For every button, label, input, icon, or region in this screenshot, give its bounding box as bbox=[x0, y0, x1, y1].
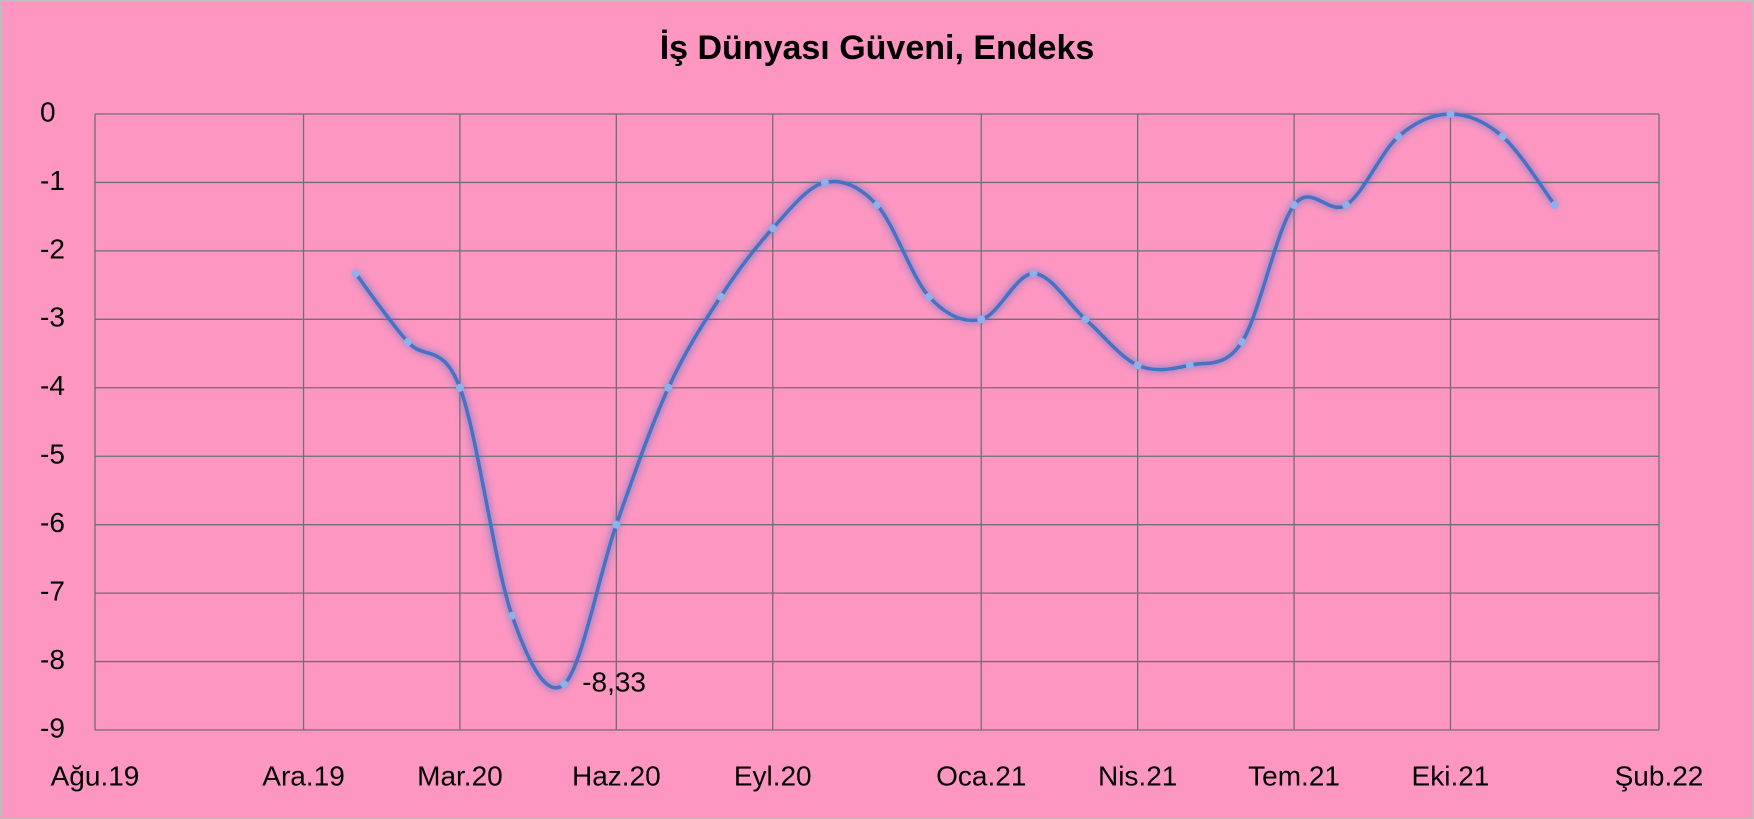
y-tick-label: -8 bbox=[40, 644, 65, 675]
marker bbox=[1185, 361, 1194, 370]
x-tick-label: Haz.20 bbox=[572, 760, 661, 791]
marker bbox=[820, 178, 829, 187]
marker bbox=[508, 611, 517, 620]
x-tick-label: Nis.21 bbox=[1098, 760, 1177, 791]
y-tick-label: -7 bbox=[40, 576, 65, 607]
chart-title: İş Dünyası Güveni, Endeks bbox=[660, 29, 1095, 67]
marker bbox=[403, 337, 412, 346]
marker bbox=[1394, 132, 1403, 141]
y-tick-label: -3 bbox=[40, 302, 65, 333]
marker bbox=[716, 292, 725, 301]
y-tick-label: -1 bbox=[40, 165, 65, 196]
marker bbox=[1081, 315, 1090, 324]
marker bbox=[1290, 201, 1299, 210]
x-tick-label: Şub.22 bbox=[1615, 760, 1704, 791]
x-tick-label: Oca.21 bbox=[936, 760, 1026, 791]
x-tick-label: Eyl.20 bbox=[734, 760, 812, 791]
marker bbox=[612, 520, 621, 529]
y-tick-label: -9 bbox=[40, 712, 65, 743]
marker bbox=[977, 315, 986, 324]
marker bbox=[1446, 110, 1455, 118]
x-tick-label: Eki.21 bbox=[1412, 760, 1490, 791]
line bbox=[354, 112, 1557, 690]
marker bbox=[873, 201, 881, 210]
marker bbox=[351, 269, 360, 278]
x-tick-label: Ara.19 bbox=[262, 760, 345, 791]
marker bbox=[1237, 337, 1246, 346]
y-tick-label: -5 bbox=[40, 439, 65, 470]
y-tick-label: -6 bbox=[40, 507, 65, 538]
x-tick-label: Tem.21 bbox=[1248, 760, 1340, 791]
marker bbox=[1550, 201, 1559, 210]
marker bbox=[455, 383, 464, 392]
marker bbox=[925, 292, 934, 301]
x-tick-label: Mar.20 bbox=[417, 760, 503, 791]
marker bbox=[1133, 361, 1142, 370]
marker bbox=[1498, 132, 1507, 141]
y-tick-label: 0 bbox=[40, 96, 56, 127]
data-label: -8,33 bbox=[582, 667, 646, 698]
marker bbox=[768, 224, 777, 233]
marker bbox=[1342, 201, 1351, 210]
marker bbox=[560, 680, 569, 689]
y-tick-label: -4 bbox=[40, 370, 65, 401]
marker bbox=[664, 383, 673, 392]
marker bbox=[1029, 269, 1038, 278]
y-tick-label: -2 bbox=[40, 233, 65, 264]
x-tick-label: Ağu.19 bbox=[51, 760, 140, 791]
